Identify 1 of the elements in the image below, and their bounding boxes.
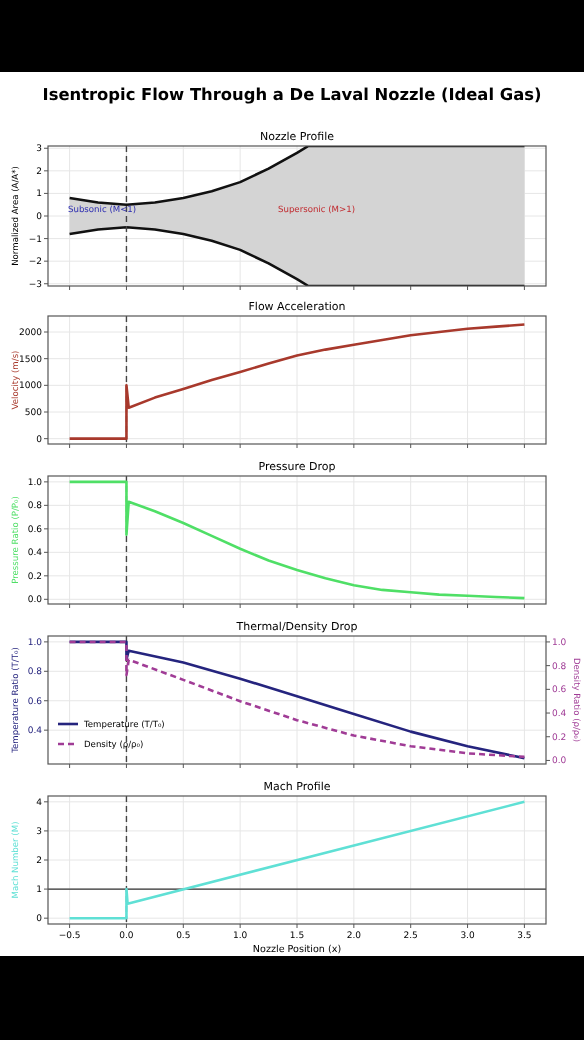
chart-title: Isentropic Flow Through a De Laval Nozzle (Ideal Gas) [42, 84, 542, 104]
